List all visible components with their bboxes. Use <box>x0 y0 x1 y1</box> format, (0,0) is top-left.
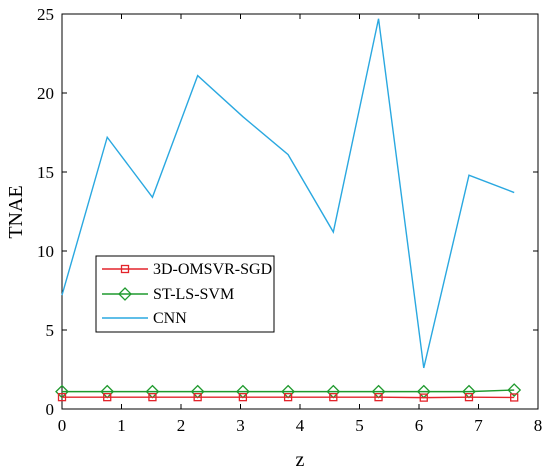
x-tick-label: 8 <box>534 416 543 435</box>
data-point <box>464 392 474 402</box>
y-tick-label: 5 <box>46 321 55 340</box>
legend-label: ST-LS-SVM <box>153 286 234 303</box>
legend-marker <box>118 287 132 301</box>
legend: 3D-OMSVR-SGD ST-LS-SVM CNN <box>95 255 275 333</box>
series-layer <box>55 18 522 402</box>
data-point <box>374 392 383 402</box>
series-3d-omsvr-sgd <box>57 392 519 402</box>
data-point <box>510 393 519 402</box>
y-tick-label: 20 <box>37 84 54 103</box>
x-tick-label: 7 <box>474 416 483 435</box>
x-tick-label: 4 <box>296 416 305 435</box>
x-tick-label: 0 <box>58 416 67 435</box>
data-point <box>148 392 157 402</box>
data-point <box>193 392 202 402</box>
x-tick-label: 6 <box>415 416 424 435</box>
legend-label: CNN <box>153 310 187 327</box>
data-point <box>507 383 522 397</box>
data-point <box>283 392 293 402</box>
series-line <box>61 18 515 369</box>
data-point <box>329 392 338 402</box>
data-point <box>419 393 428 402</box>
x-tick-label: 3 <box>236 416 245 435</box>
x-axis: 0 1 2 3 4 5 6 7 8 <box>58 14 543 435</box>
x-tick-label: 2 <box>177 416 186 435</box>
x-tick-label: 1 <box>117 416 126 435</box>
series-line <box>62 389 515 393</box>
y-tick-label: 15 <box>37 163 54 182</box>
plot-area <box>61 13 539 410</box>
data-point <box>238 392 248 402</box>
data-point <box>57 392 67 402</box>
series-cnn <box>61 18 515 369</box>
y-tick-label: 10 <box>37 242 54 261</box>
y-axis: 0 5 10 15 20 25 <box>37 5 538 419</box>
x-axis-label: z <box>296 449 305 471</box>
y-tick-label: 0 <box>46 400 55 419</box>
y-axis-label: TNAE <box>5 185 27 238</box>
x-tick-label: 5 <box>355 416 364 435</box>
y-tick-label: 25 <box>37 5 54 24</box>
legend-label: 3D-OMSVR-SGD <box>153 261 272 278</box>
legend-marker <box>120 264 130 274</box>
data-point <box>103 392 112 402</box>
